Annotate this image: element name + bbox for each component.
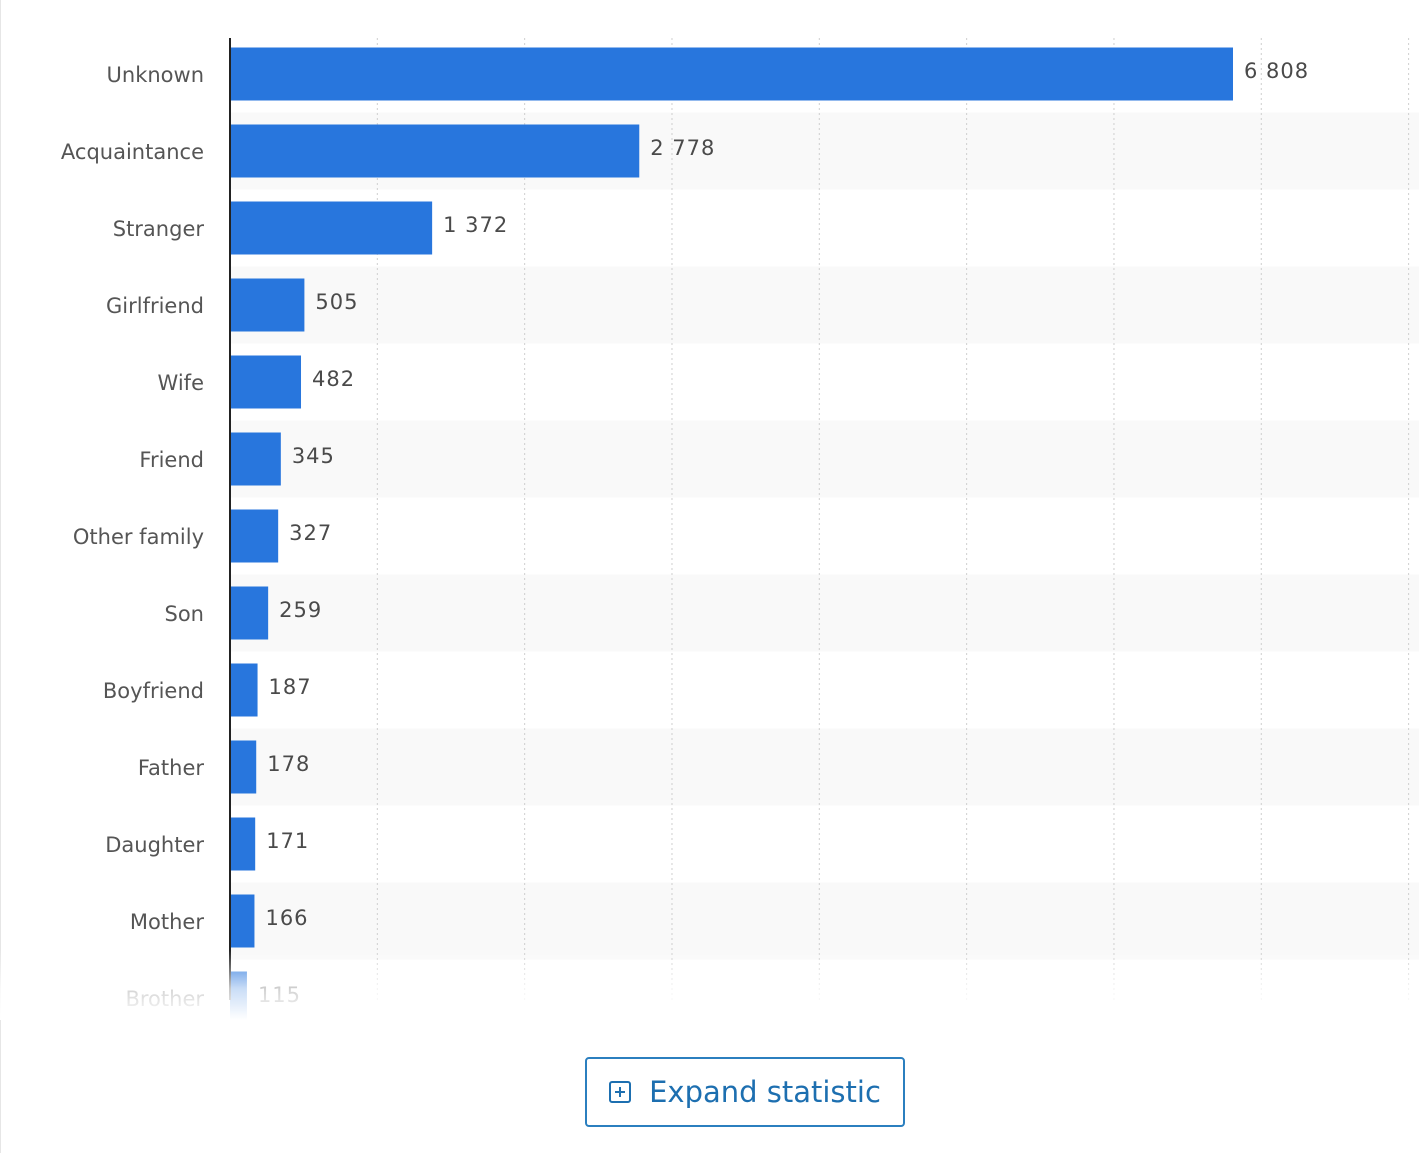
category-label: Wife <box>158 371 204 395</box>
value-label: 505 <box>315 290 358 314</box>
category-label: Stranger <box>113 217 205 241</box>
value-label: 187 <box>269 675 312 699</box>
row-band <box>230 420 1419 498</box>
value-label: 171 <box>266 829 309 853</box>
bar-chart: Unknown 6 808 Acquaintance 2 778 Stranger 1 3… <box>60 38 1419 1020</box>
bar <box>230 278 305 332</box>
bar <box>230 201 433 255</box>
category-label: Friend <box>139 448 204 472</box>
category-label: Boyfriend <box>103 679 204 703</box>
value-label: 6 808 <box>1244 59 1309 83</box>
expand-statistic-button[interactable]: Expand statistic <box>585 1057 905 1127</box>
category-label: Unknown <box>107 63 204 87</box>
bar <box>230 509 279 563</box>
value-label: 345 <box>292 444 335 468</box>
value-label: 178 <box>267 752 310 776</box>
category-label: Daughter <box>105 833 204 857</box>
value-label: 115 <box>258 983 301 1007</box>
value-label: 327 <box>289 521 332 545</box>
category-label: Son <box>165 602 205 626</box>
row-band <box>230 574 1419 652</box>
value-label: 1 372 <box>443 213 508 237</box>
category-label: Acquaintance <box>61 140 204 164</box>
value-label: 166 <box>265 906 308 930</box>
bar <box>230 894 255 948</box>
chart-canvas: Unknown 6 808 Acquaintance 2 778 Stranger 1 3… <box>60 38 1419 1020</box>
bar <box>230 432 281 486</box>
row-band <box>230 728 1419 806</box>
bar <box>230 47 1233 101</box>
category-label: Girlfriend <box>106 294 204 318</box>
category-label: Mother <box>130 910 204 934</box>
bar <box>230 586 269 640</box>
category-label: Other family <box>73 525 204 549</box>
bar <box>230 124 640 178</box>
plus-square-icon <box>609 1081 632 1103</box>
bar <box>230 663 258 717</box>
expand-statistic-label: Expand statistic <box>649 1075 881 1109</box>
bar <box>230 971 247 1020</box>
value-label: 2 778 <box>650 136 715 160</box>
category-label: Brother <box>125 987 204 1011</box>
value-label: 482 <box>312 367 355 391</box>
category-label: Father <box>138 756 204 780</box>
bar <box>230 355 302 409</box>
bar <box>230 817 256 871</box>
value-label: 259 <box>279 598 322 622</box>
row-band <box>230 266 1419 344</box>
row-band <box>230 882 1419 960</box>
bar <box>230 740 257 794</box>
page-border <box>0 0 1 1153</box>
